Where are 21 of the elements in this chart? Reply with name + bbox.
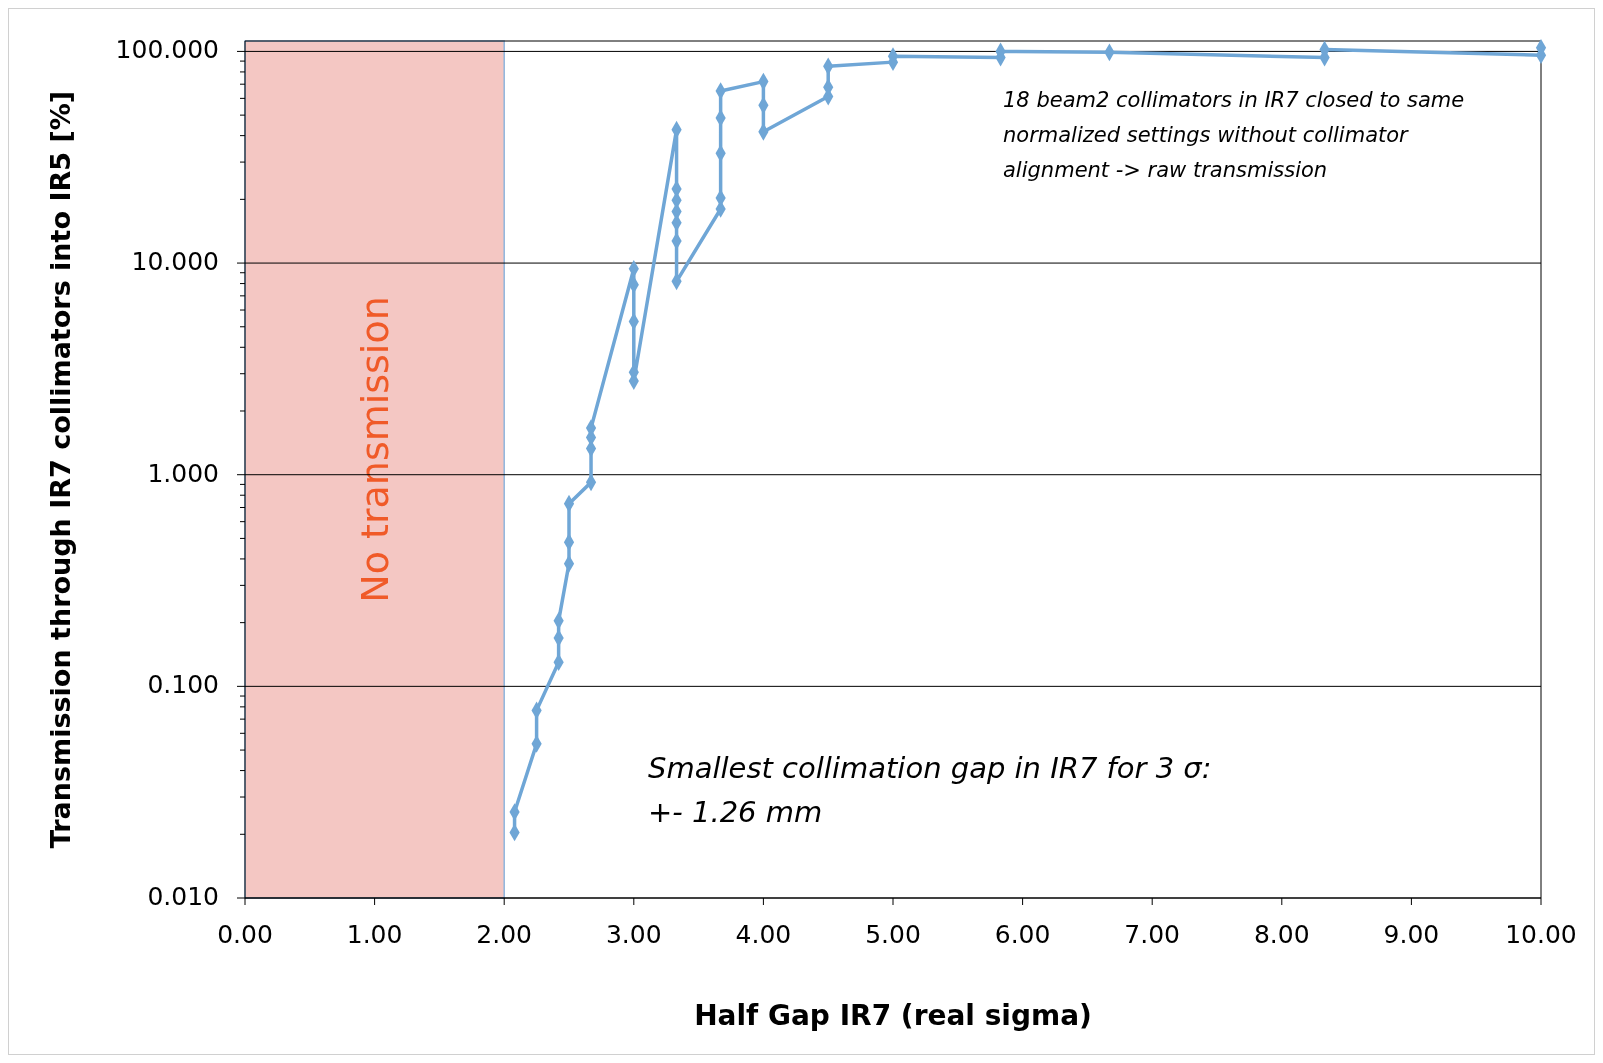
x-tick-label: 7.00 <box>1124 920 1181 949</box>
x-axis-title: Half Gap IR7 (real sigma) <box>694 999 1092 1032</box>
x-tick-label: 4.00 <box>735 920 792 949</box>
annotation: Smallest collimation gap in IR7 for 3 σ: +- 1.26 mm <box>648 751 1212 829</box>
x-tick-label: 10.00 <box>1505 920 1577 949</box>
x-tick-label: 2.00 <box>476 920 533 949</box>
y-tick-label: 100.000 <box>115 35 219 65</box>
band-label: No transmission <box>353 296 398 603</box>
x-tick-label: 6.00 <box>994 920 1051 949</box>
x-tick-label: 8.00 <box>1253 920 1310 949</box>
x-tick-label: 5.00 <box>865 920 921 949</box>
y-tick-label: 0.100 <box>147 670 219 700</box>
y-axis-title: Transmission through IR7 collimators into IR5 [%] <box>45 90 76 849</box>
y-tick-label: 1.000 <box>147 458 219 488</box>
y-tick-label: 0.010 <box>147 882 219 911</box>
annotation: 18 beam2 collimators in IR7 closed to same normalized settings without collimator alignment -> raw transmission <box>1003 87 1466 184</box>
x-tick-label: 0.00 <box>217 920 273 949</box>
x-tick-label: 9.00 <box>1383 920 1440 949</box>
x-tick-label: 1.00 <box>346 920 403 949</box>
x-tick-label: 3.00 <box>605 920 662 949</box>
y-tick-label: 10.000 <box>131 247 219 277</box>
